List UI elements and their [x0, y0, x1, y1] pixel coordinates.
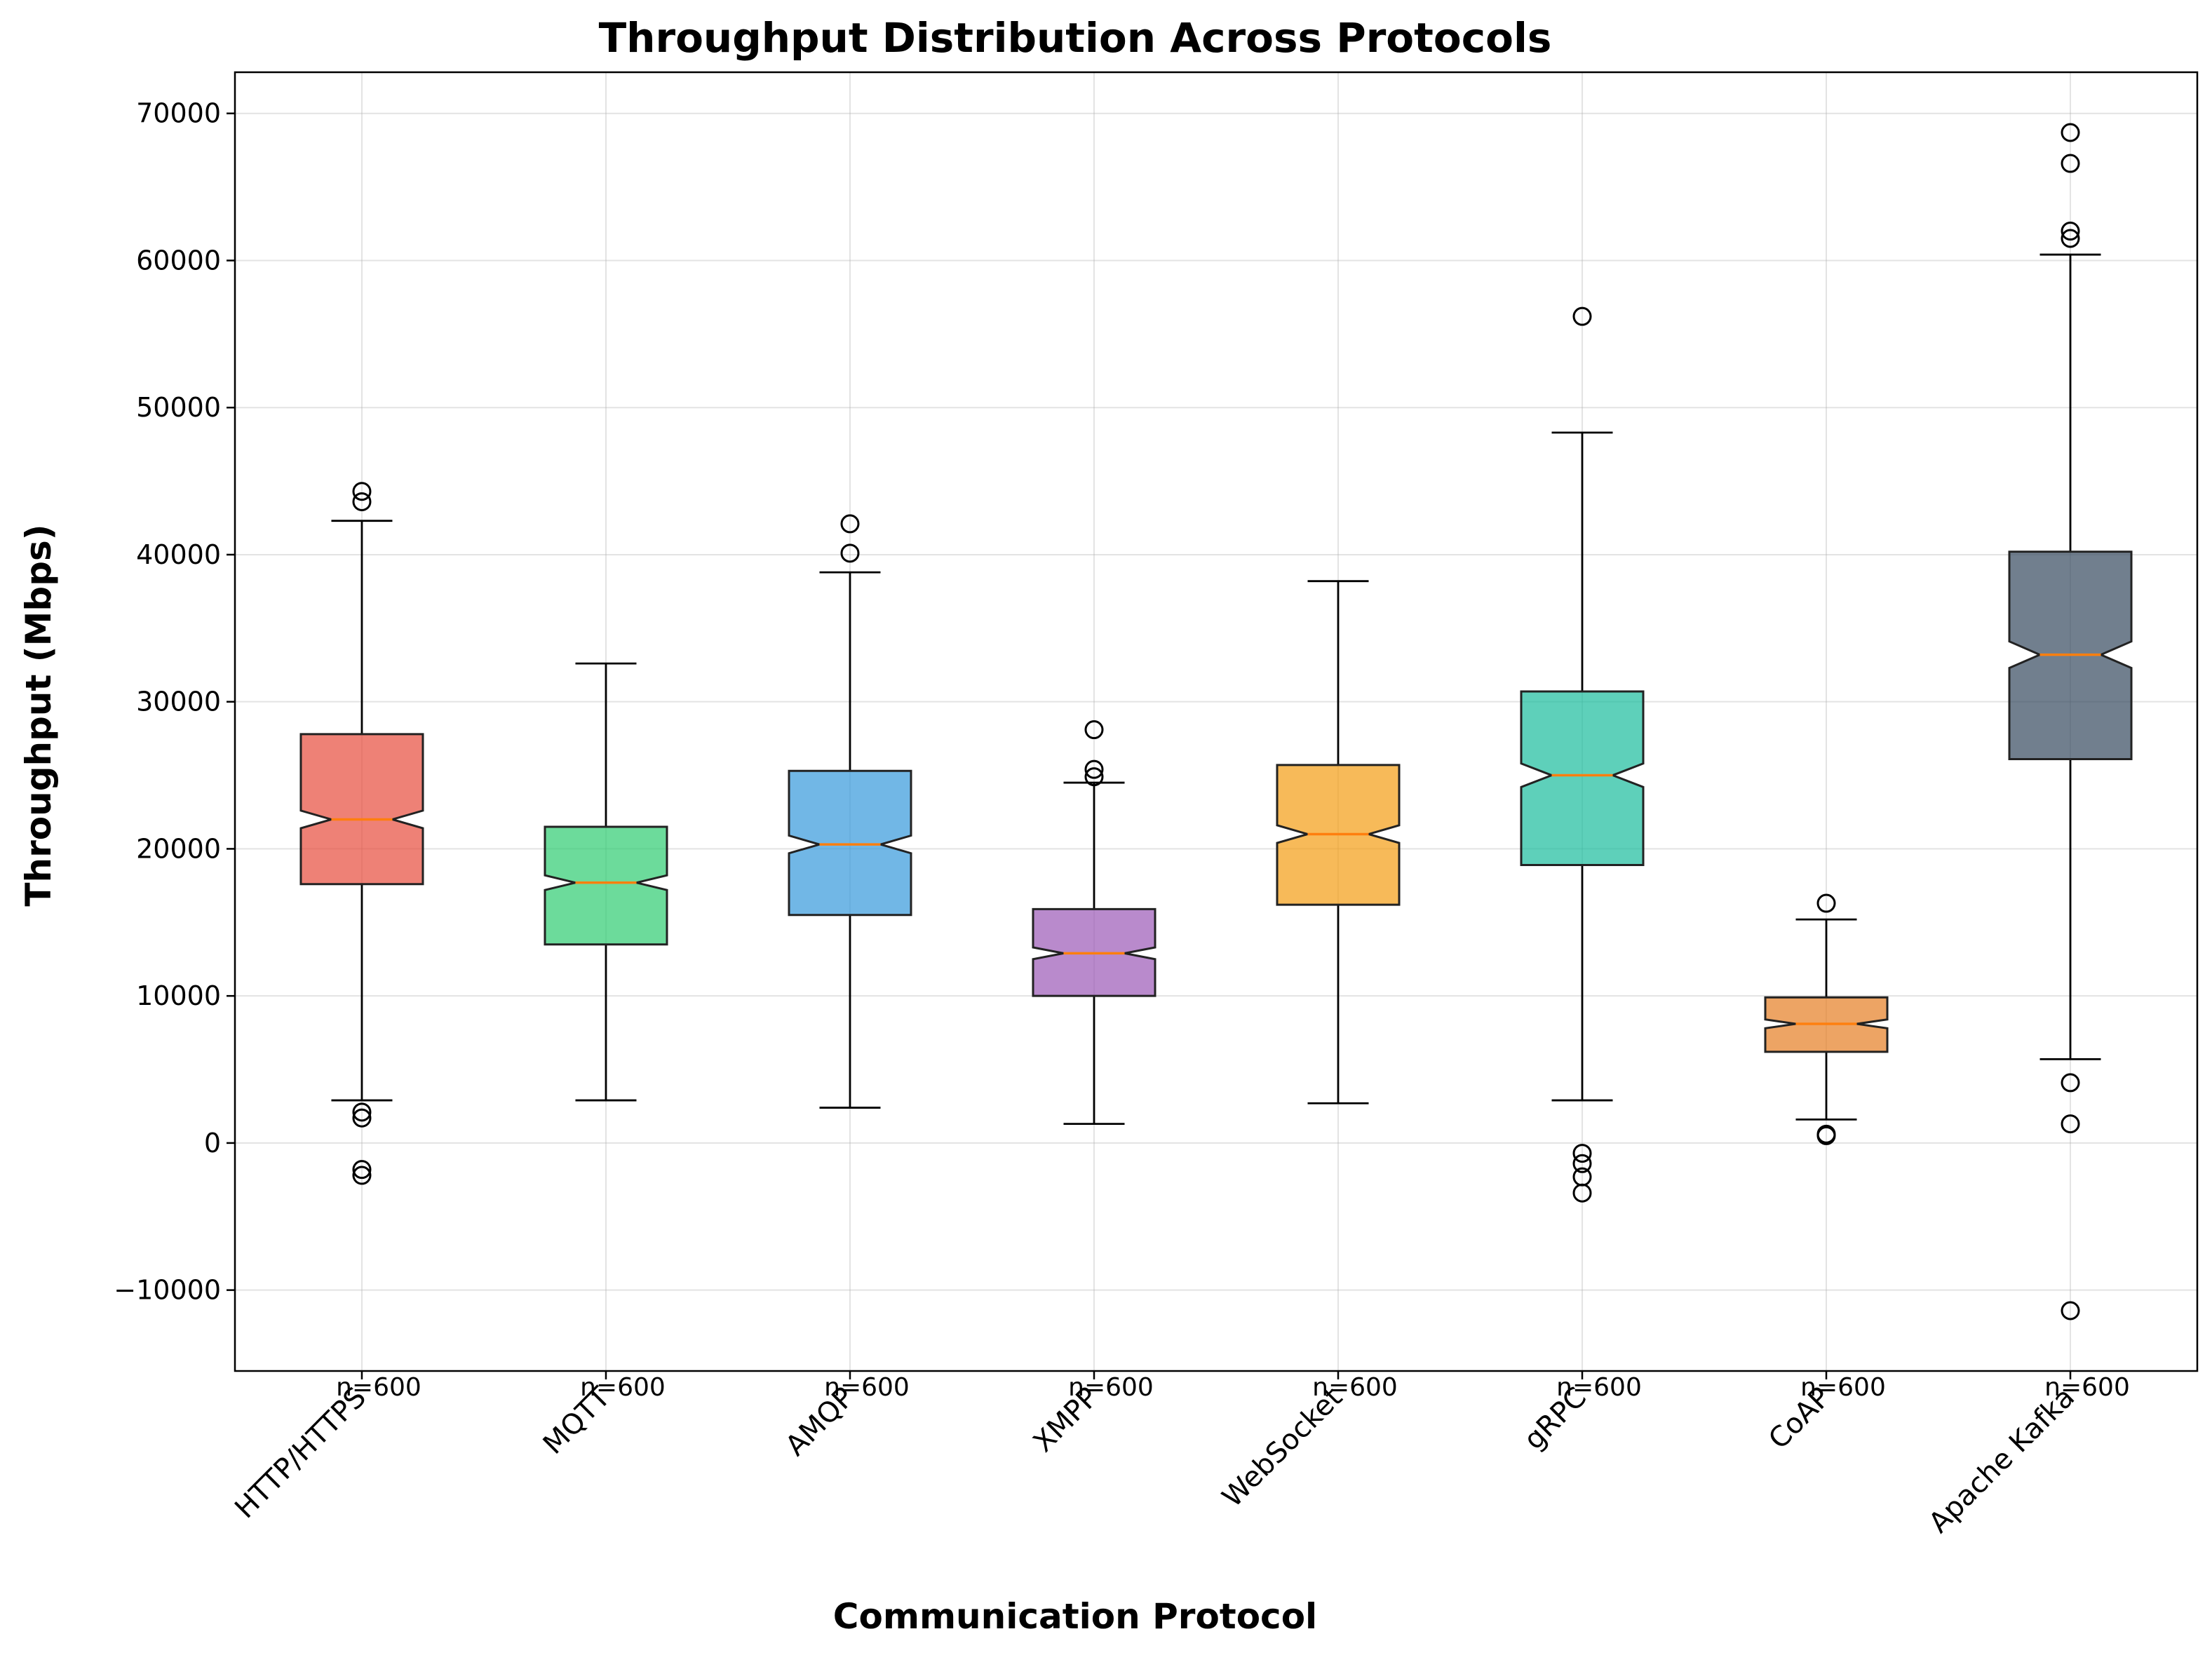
sample-size-label: n=600 — [2044, 1373, 2130, 1402]
outlier-point — [352, 1102, 372, 1122]
sample-size-label: n=600 — [1312, 1373, 1398, 1402]
x-tick-label: XMPP — [1027, 1382, 1105, 1459]
x-tick-label: AMQP — [779, 1382, 861, 1463]
sample-size-label: n=600 — [580, 1373, 666, 1402]
outlier-point — [1084, 720, 1104, 740]
outlier-point — [1816, 1126, 1836, 1145]
outlier-point — [1572, 1183, 1592, 1203]
outlier-point — [2061, 222, 2080, 241]
box-body — [1520, 690, 1645, 866]
box-body — [788, 769, 912, 917]
sample-size-label: n=600 — [336, 1373, 422, 1402]
box-coap: n=600 — [1764, 893, 1889, 1402]
y-tick-label: 60000 — [136, 245, 221, 276]
gridlines — [235, 72, 2197, 1371]
outlier-point — [352, 482, 372, 501]
outlier-point — [840, 543, 860, 563]
sample-size-label: n=600 — [1556, 1373, 1642, 1402]
plot-area-frame — [234, 71, 2199, 1372]
x-tick-label: MQTT — [537, 1381, 617, 1461]
box-amqp: n=600 — [788, 514, 912, 1402]
box-xmpp: n=600 — [1032, 720, 1156, 1402]
outlier-point — [2061, 1073, 2080, 1093]
box-websocket: n=600 — [1276, 580, 1401, 1402]
outlier-point — [1816, 893, 1836, 913]
outlier-point — [352, 1160, 372, 1180]
y-tick-label: 0 — [204, 1128, 221, 1158]
outlier-point — [1084, 767, 1104, 787]
sample-size-label: n=600 — [824, 1373, 910, 1402]
outlier-point — [2061, 1114, 2080, 1134]
y-axis-ticks: −10000 0 10000 20000 30000 40000 50000 60000 700… — [114, 98, 235, 1306]
chart-title: Throughput Distribution Across Protocols — [599, 14, 1552, 62]
x-axis-ticks: HTTP/HTTPS MQTT AMQP XMPP WebSocket gRPC CoAP A… — [229, 1371, 2081, 1539]
box-mqtt: n=600 — [544, 662, 668, 1402]
y-tick-label: 50000 — [136, 392, 221, 423]
outlier-point — [352, 1166, 372, 1185]
outlier-point — [2061, 154, 2080, 173]
y-tick-label: 30000 — [136, 687, 221, 717]
sample-size-label: n=600 — [1068, 1373, 1154, 1402]
outlier-point — [2061, 123, 2080, 142]
x-axis-label: Communication Protocol — [833, 1596, 1317, 1637]
outlier-point — [352, 1108, 372, 1128]
outlier-point — [1572, 306, 1592, 326]
box-body — [299, 733, 424, 886]
y-axis-label: Throughput (Mbps) — [18, 524, 59, 906]
y-tick-label: 20000 — [136, 833, 221, 864]
x-tick-label: HTTP/HTTPS — [229, 1382, 372, 1525]
outlier-point — [1572, 1154, 1592, 1173]
y-tick-label: 70000 — [136, 98, 221, 129]
y-tick-label: 10000 — [136, 980, 221, 1011]
box-grpc: n=600 — [1520, 306, 1645, 1402]
y-tick-label: 40000 — [136, 539, 221, 570]
box-apache-kafka: n=600 — [2008, 123, 2133, 1402]
boxes: n=600 n=600 n=600 n=600 n=600 n=600 n=600 n=600 — [299, 123, 2133, 1402]
outlier-point — [1572, 1144, 1592, 1163]
sample-size-label: n=600 — [1800, 1373, 1886, 1402]
outlier-point — [1084, 759, 1104, 779]
outlier-point — [2061, 229, 2080, 248]
x-tick-label: WebSocket — [1216, 1382, 1349, 1514]
box-http-https: n=600 — [299, 482, 424, 1402]
x-tick-label: Apache Kafka — [1923, 1382, 2082, 1540]
outlier-point — [840, 514, 860, 534]
y-tick-label: −10000 — [114, 1275, 221, 1306]
box-body — [544, 825, 668, 946]
outlier-point — [352, 492, 372, 511]
outlier-point — [2061, 1301, 2080, 1320]
